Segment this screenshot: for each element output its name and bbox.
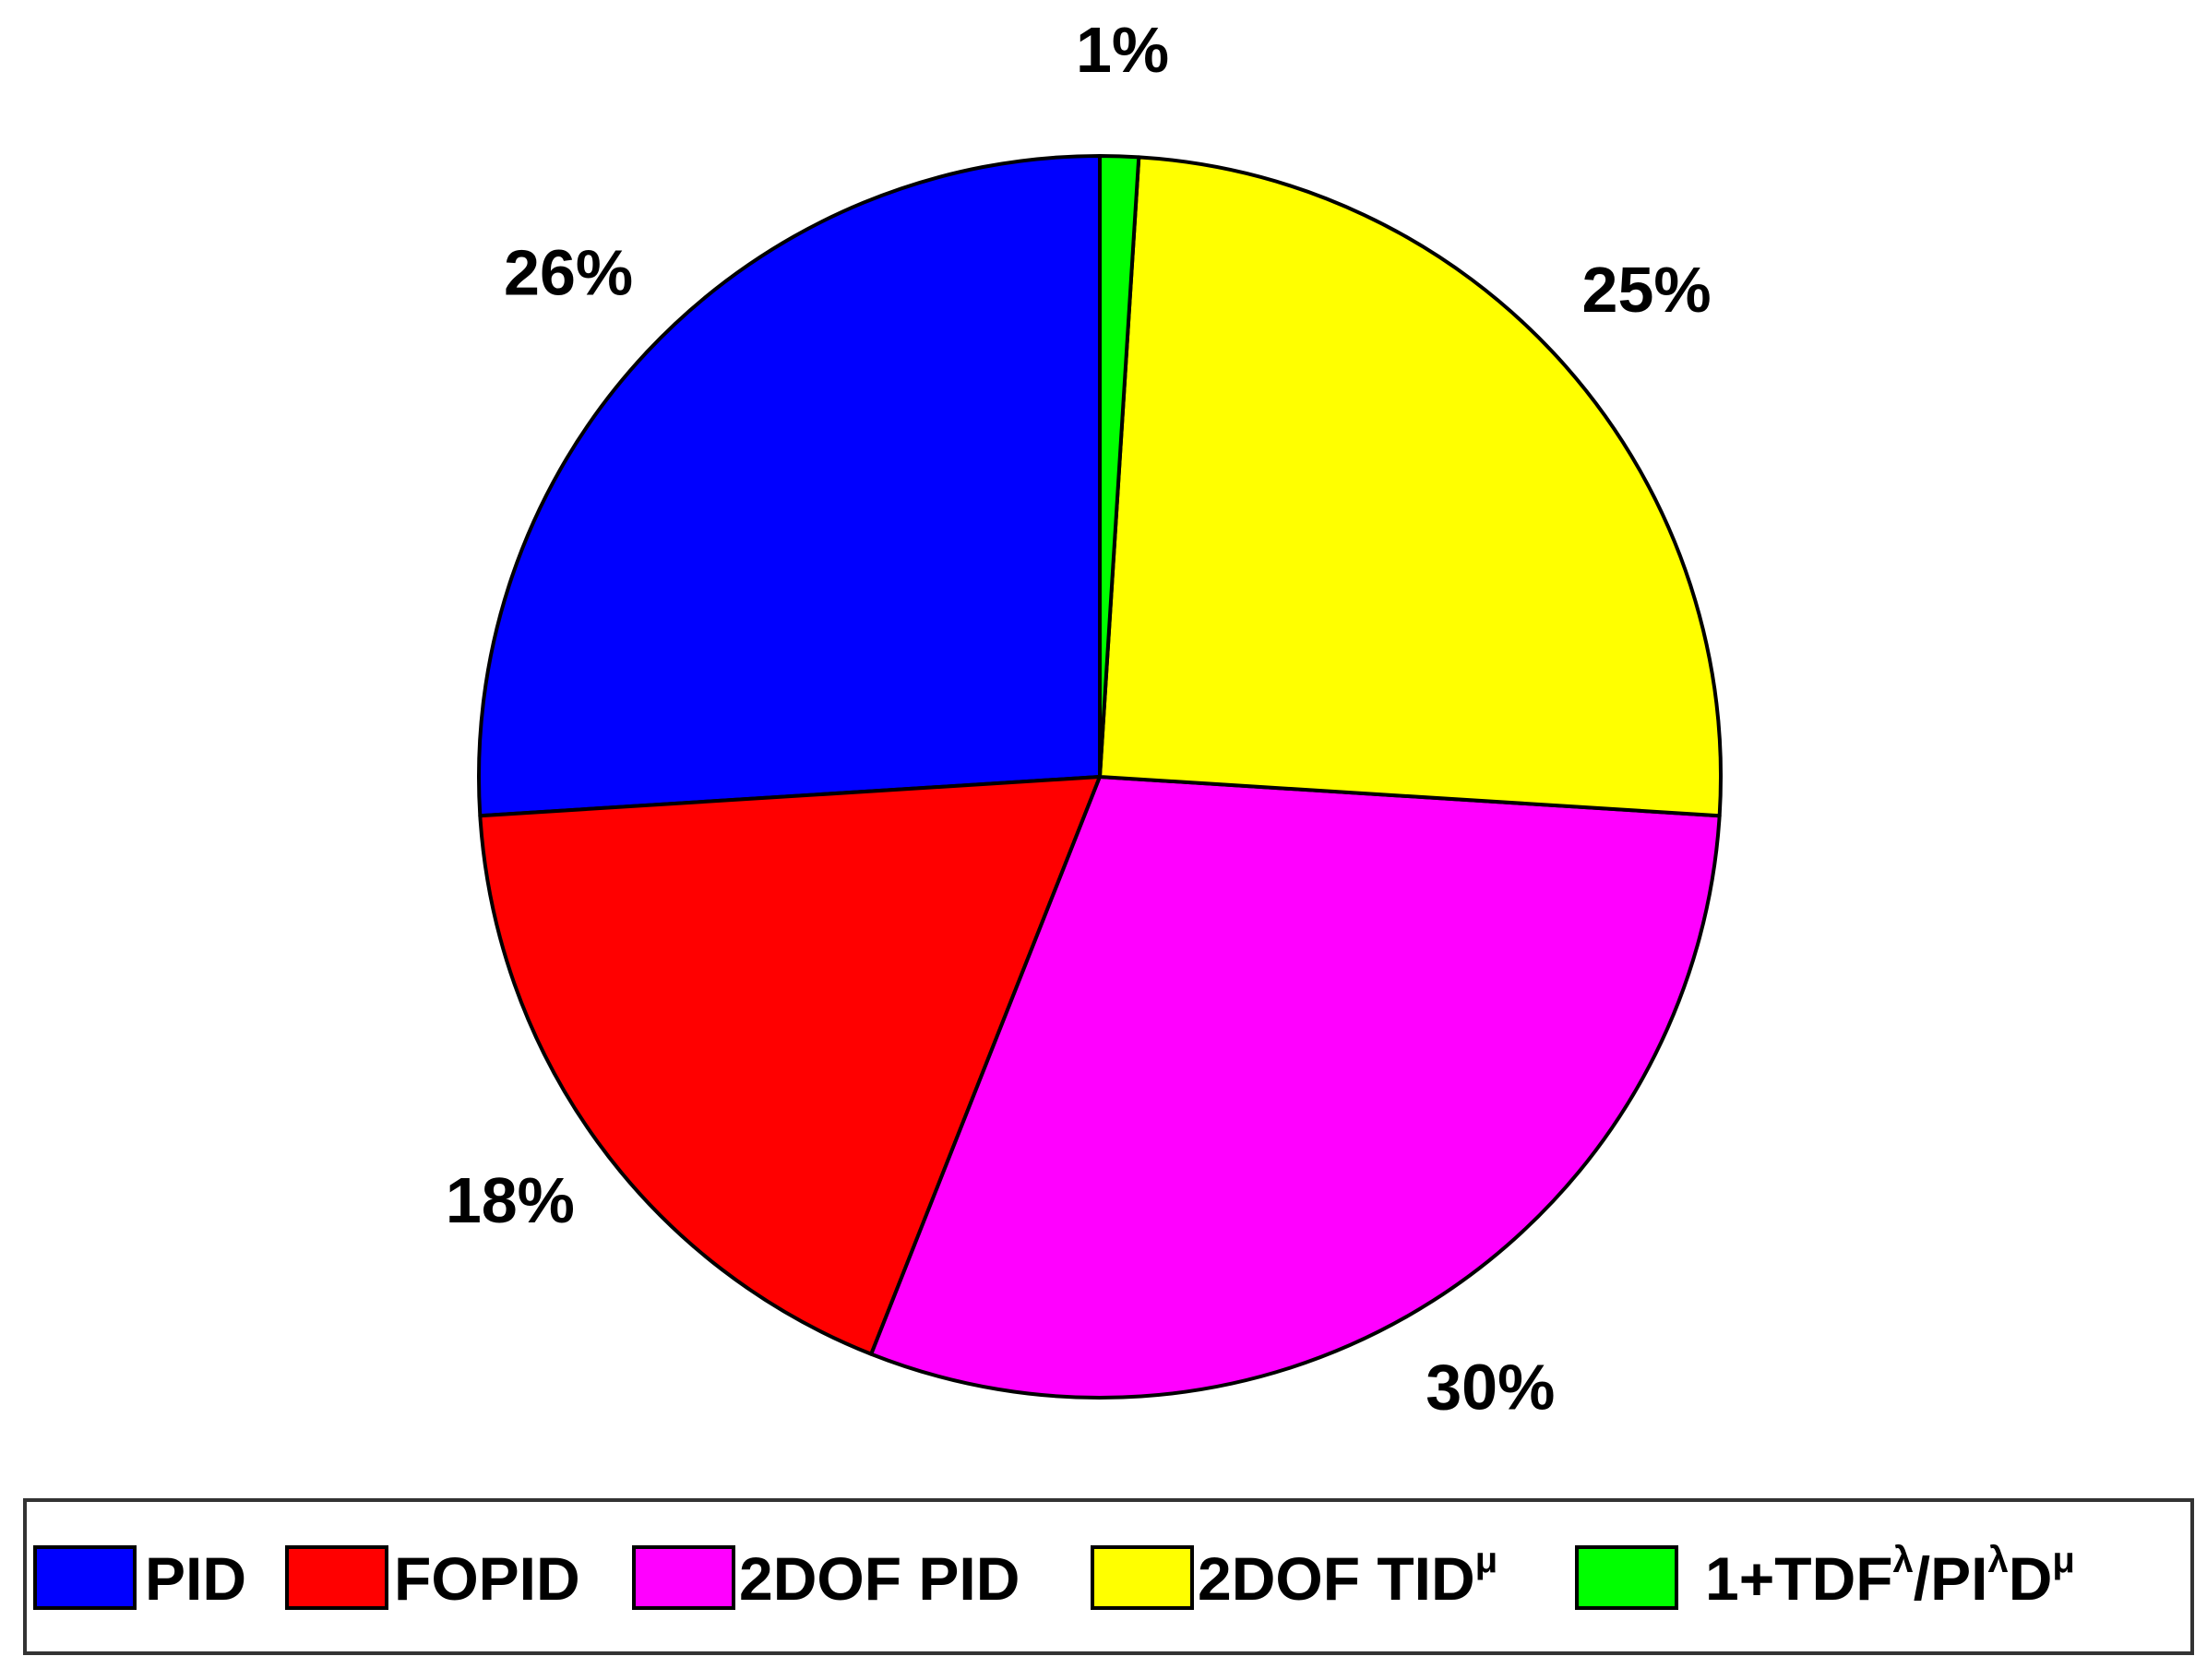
legend-label-2dof-tid-base: 2DOF TID <box>1198 1544 1475 1613</box>
pie-label-1-tdf: 1% <box>1076 14 1169 86</box>
legend-label-sup-2: λ <box>1988 1540 2009 1580</box>
legend-swatch-2dof-pid <box>632 1545 735 1610</box>
legend-label-part-1: 1+TDF <box>1705 1544 1893 1613</box>
pie-slices <box>477 154 1723 1400</box>
legend-label-part-3: D <box>2009 1544 2053 1613</box>
legend-label-fopid: FOPID <box>394 1544 580 1613</box>
pie-slice-2dof-pid <box>869 775 1722 1400</box>
pie-slice-fopid <box>478 775 1102 1356</box>
pie-label-2dof-tid: 25% <box>1582 254 1712 326</box>
legend-swatch-1-tdf-pi-d <box>1575 1545 1678 1610</box>
legend: PID FOPID 2DOF PID 2DOF TIDμ 1+TDFλ/PIλD… <box>23 1498 2194 1655</box>
legend-swatch-fopid <box>285 1545 388 1610</box>
legend-swatch-pid <box>33 1545 137 1610</box>
legend-label-pid: PID <box>145 1544 246 1613</box>
pie-percent-labels: 26% 18% 30% 25% 1% <box>446 14 1712 1424</box>
legend-swatch-2dof-tid <box>1091 1545 1194 1610</box>
pie-slice-pid <box>477 154 1102 818</box>
pie-slice-2dof-tid <box>1098 155 1723 818</box>
pie-label-2dof-pid: 30% <box>1426 1352 1555 1424</box>
legend-label-sup-1: λ <box>1893 1540 1914 1580</box>
legend-label-2dof-tid-sup: μ <box>1475 1540 1497 1580</box>
legend-label-1-tdf-pi-d: 1+TDFλ/PIλDμ <box>1705 1540 2075 1613</box>
legend-label-part-2: /PI <box>1914 1544 1988 1613</box>
pie-slice-1-tdf <box>1098 154 1141 779</box>
legend-label-sup-3: μ <box>2052 1540 2074 1580</box>
pie-label-pid: 26% <box>504 237 633 309</box>
pie-label-fopid: 18% <box>446 1164 575 1236</box>
legend-label-2dof-pid: 2DOF PID <box>739 1544 1020 1613</box>
legend-label-2dof-tid: 2DOF TIDμ <box>1198 1540 1497 1613</box>
